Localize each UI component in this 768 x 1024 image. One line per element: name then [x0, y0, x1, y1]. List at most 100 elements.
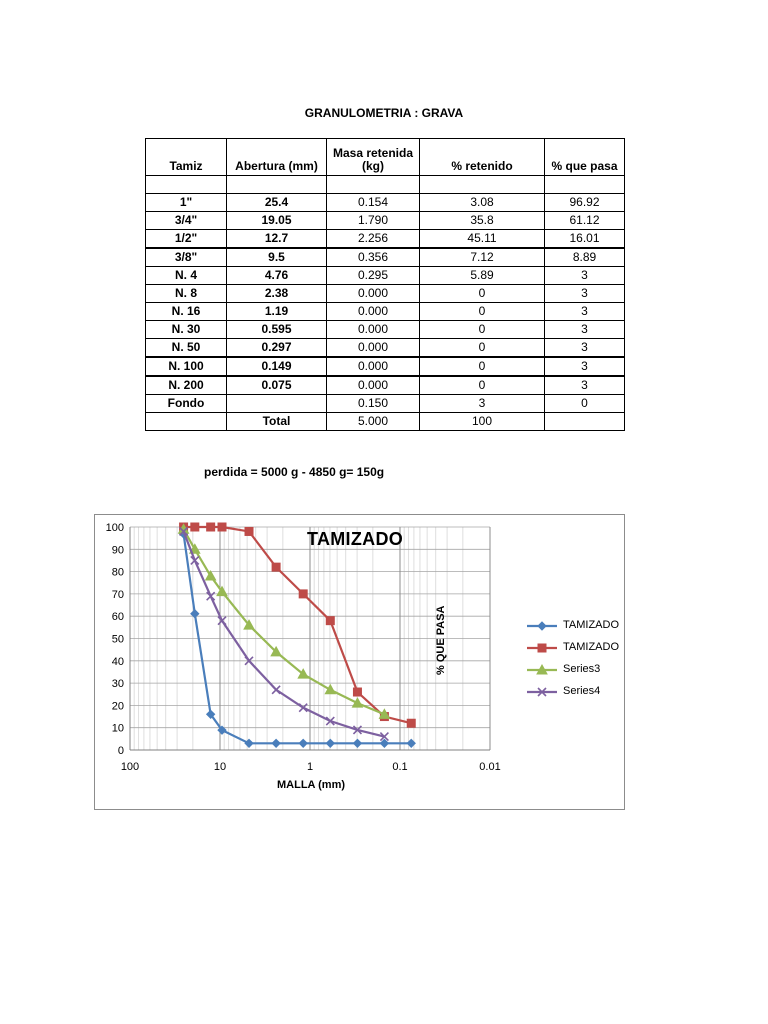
- table-row: Fondo 0.150 3 0: [145, 394, 625, 413]
- table-cell: N. 4: [145, 266, 227, 285]
- table-cell: 45.11: [419, 229, 545, 249]
- table-cell: 3: [544, 375, 625, 395]
- x-axis-label: MALLA (mm): [277, 779, 346, 791]
- legend-label: Series4: [563, 685, 601, 697]
- legend-marker: [537, 643, 547, 653]
- total-mass: 5.000: [326, 412, 420, 431]
- legend-swatch: [527, 664, 557, 675]
- table-cell: 1.790: [326, 211, 420, 230]
- table-row: 3/8" 9.5 0.356 7.12 8.89: [145, 247, 625, 267]
- legend-label: Series3: [563, 663, 601, 675]
- data-point: [298, 738, 308, 749]
- table-cell: 12.7: [226, 229, 327, 249]
- data-point: [178, 526, 189, 537]
- data-point: [352, 687, 362, 697]
- header-tamiz: Tamiz: [145, 138, 227, 176]
- data-point: [271, 738, 281, 749]
- table-cell: 61.12: [544, 211, 625, 230]
- table-cell: N. 50: [145, 338, 227, 358]
- chart-plot: 0 10 20 30 40 50 60 70 80 90 100 100 10 1 0.1 0.01: [106, 522, 501, 773]
- table-cell: 9.5: [226, 247, 327, 267]
- data-point: [243, 619, 255, 630]
- data-point: [298, 703, 308, 713]
- table-cell: 0: [419, 356, 545, 377]
- legend-swatch: [527, 687, 557, 697]
- series-line-3: [182, 528, 385, 716]
- table-row: N. 16 1.19 0.000 0 3: [145, 302, 625, 321]
- data-point: [204, 570, 217, 581]
- table-cell: N. 16: [145, 302, 227, 321]
- series-line-4: [182, 531, 385, 738]
- blank-row: [145, 175, 625, 194]
- table-cell: N. 100: [145, 356, 227, 377]
- legend-swatch: [527, 621, 557, 631]
- data-point: [325, 616, 335, 626]
- table-cell: 0.154: [326, 193, 420, 212]
- table-cell: 3.08: [419, 193, 545, 212]
- y-tick-label: 40: [112, 656, 124, 668]
- data-point: [190, 555, 200, 566]
- x-tick-label: 10: [214, 761, 226, 773]
- table-cell: 16.01: [544, 229, 625, 249]
- x-tick-label: 0.01: [479, 761, 500, 773]
- table-cell: 5.89: [419, 266, 545, 285]
- table-cell: Fondo: [145, 394, 227, 413]
- table-cell: 25.4: [226, 193, 327, 212]
- legend-label: TAMIZADO: [563, 619, 620, 631]
- table-cell: 3: [544, 338, 625, 358]
- table-row: N. 8 2.38 0.000 0 3: [145, 284, 625, 303]
- data-point: [325, 738, 336, 749]
- table-cell: 3: [544, 356, 625, 377]
- table-row: 3/4" 19.05 1.790 35.8 61.12: [145, 211, 625, 230]
- legend-marker: [537, 621, 547, 631]
- y-tick-label: 100: [106, 522, 124, 534]
- data-point: [298, 589, 308, 599]
- table-body: 1" 25.4 0.154 3.08 96.92 3/4" 19.05 1.790 35.8 61…: [145, 193, 625, 413]
- data-point: [244, 526, 254, 536]
- data-point: [379, 738, 390, 749]
- data-point: [270, 645, 282, 657]
- data-point: [244, 738, 254, 749]
- table-cell: 0.000: [326, 338, 420, 358]
- data-point: [271, 562, 281, 572]
- legend-marker: [536, 664, 548, 675]
- y-tick-label: 90: [112, 544, 124, 556]
- data-point: [379, 732, 389, 742]
- data-point: [271, 685, 281, 695]
- table-cell: 2.38: [226, 284, 327, 303]
- data-point: [297, 668, 310, 679]
- y-tick-label: 60: [112, 611, 124, 623]
- table-row: 1" 25.4 0.154 3.08 96.92: [145, 193, 625, 212]
- table-cell: 0.295: [326, 266, 420, 285]
- data-point: [244, 656, 254, 666]
- data-point: [217, 616, 227, 626]
- table-cell: [226, 394, 327, 413]
- y-tick-label: 0: [118, 745, 124, 757]
- table-cell: 1": [145, 193, 227, 212]
- table-cell: 4.76: [226, 266, 327, 285]
- data-point: [190, 522, 200, 532]
- table-cell: 3: [419, 394, 545, 413]
- data-point: [206, 522, 216, 532]
- table-cell: 3: [544, 320, 625, 339]
- data-point: [206, 591, 216, 601]
- data-point: [217, 522, 227, 532]
- legend-swatch: [527, 643, 557, 653]
- total-label: Total: [226, 412, 327, 431]
- table-cell: 0: [419, 338, 545, 358]
- header-abertura: Abertura (mm): [226, 138, 327, 176]
- data-point: [205, 709, 216, 720]
- table-cell: N. 200: [145, 375, 227, 395]
- table-row: N. 100 0.149 0.000 0 3: [145, 356, 625, 377]
- table-cell: 2.256: [326, 229, 420, 249]
- tamizado-chart: 0 10 20 30 40 50 60 70 80 90 100 100 10 1 0.1 0.01 TAMI…: [94, 514, 625, 810]
- table-cell: 8.89: [544, 247, 625, 267]
- table-cell: 3/8": [145, 247, 227, 267]
- table-cell: 0: [544, 394, 625, 413]
- table-cell: 0.075: [226, 375, 327, 395]
- granulometry-table: Tamiz Abertura (mm) Masa retenida (kg) %…: [145, 138, 625, 431]
- table-row: N. 4 4.76 0.295 5.89 3: [145, 266, 625, 285]
- table-cell: 0: [419, 302, 545, 321]
- x-tick-label: 1: [307, 761, 313, 773]
- data-point: [324, 683, 337, 695]
